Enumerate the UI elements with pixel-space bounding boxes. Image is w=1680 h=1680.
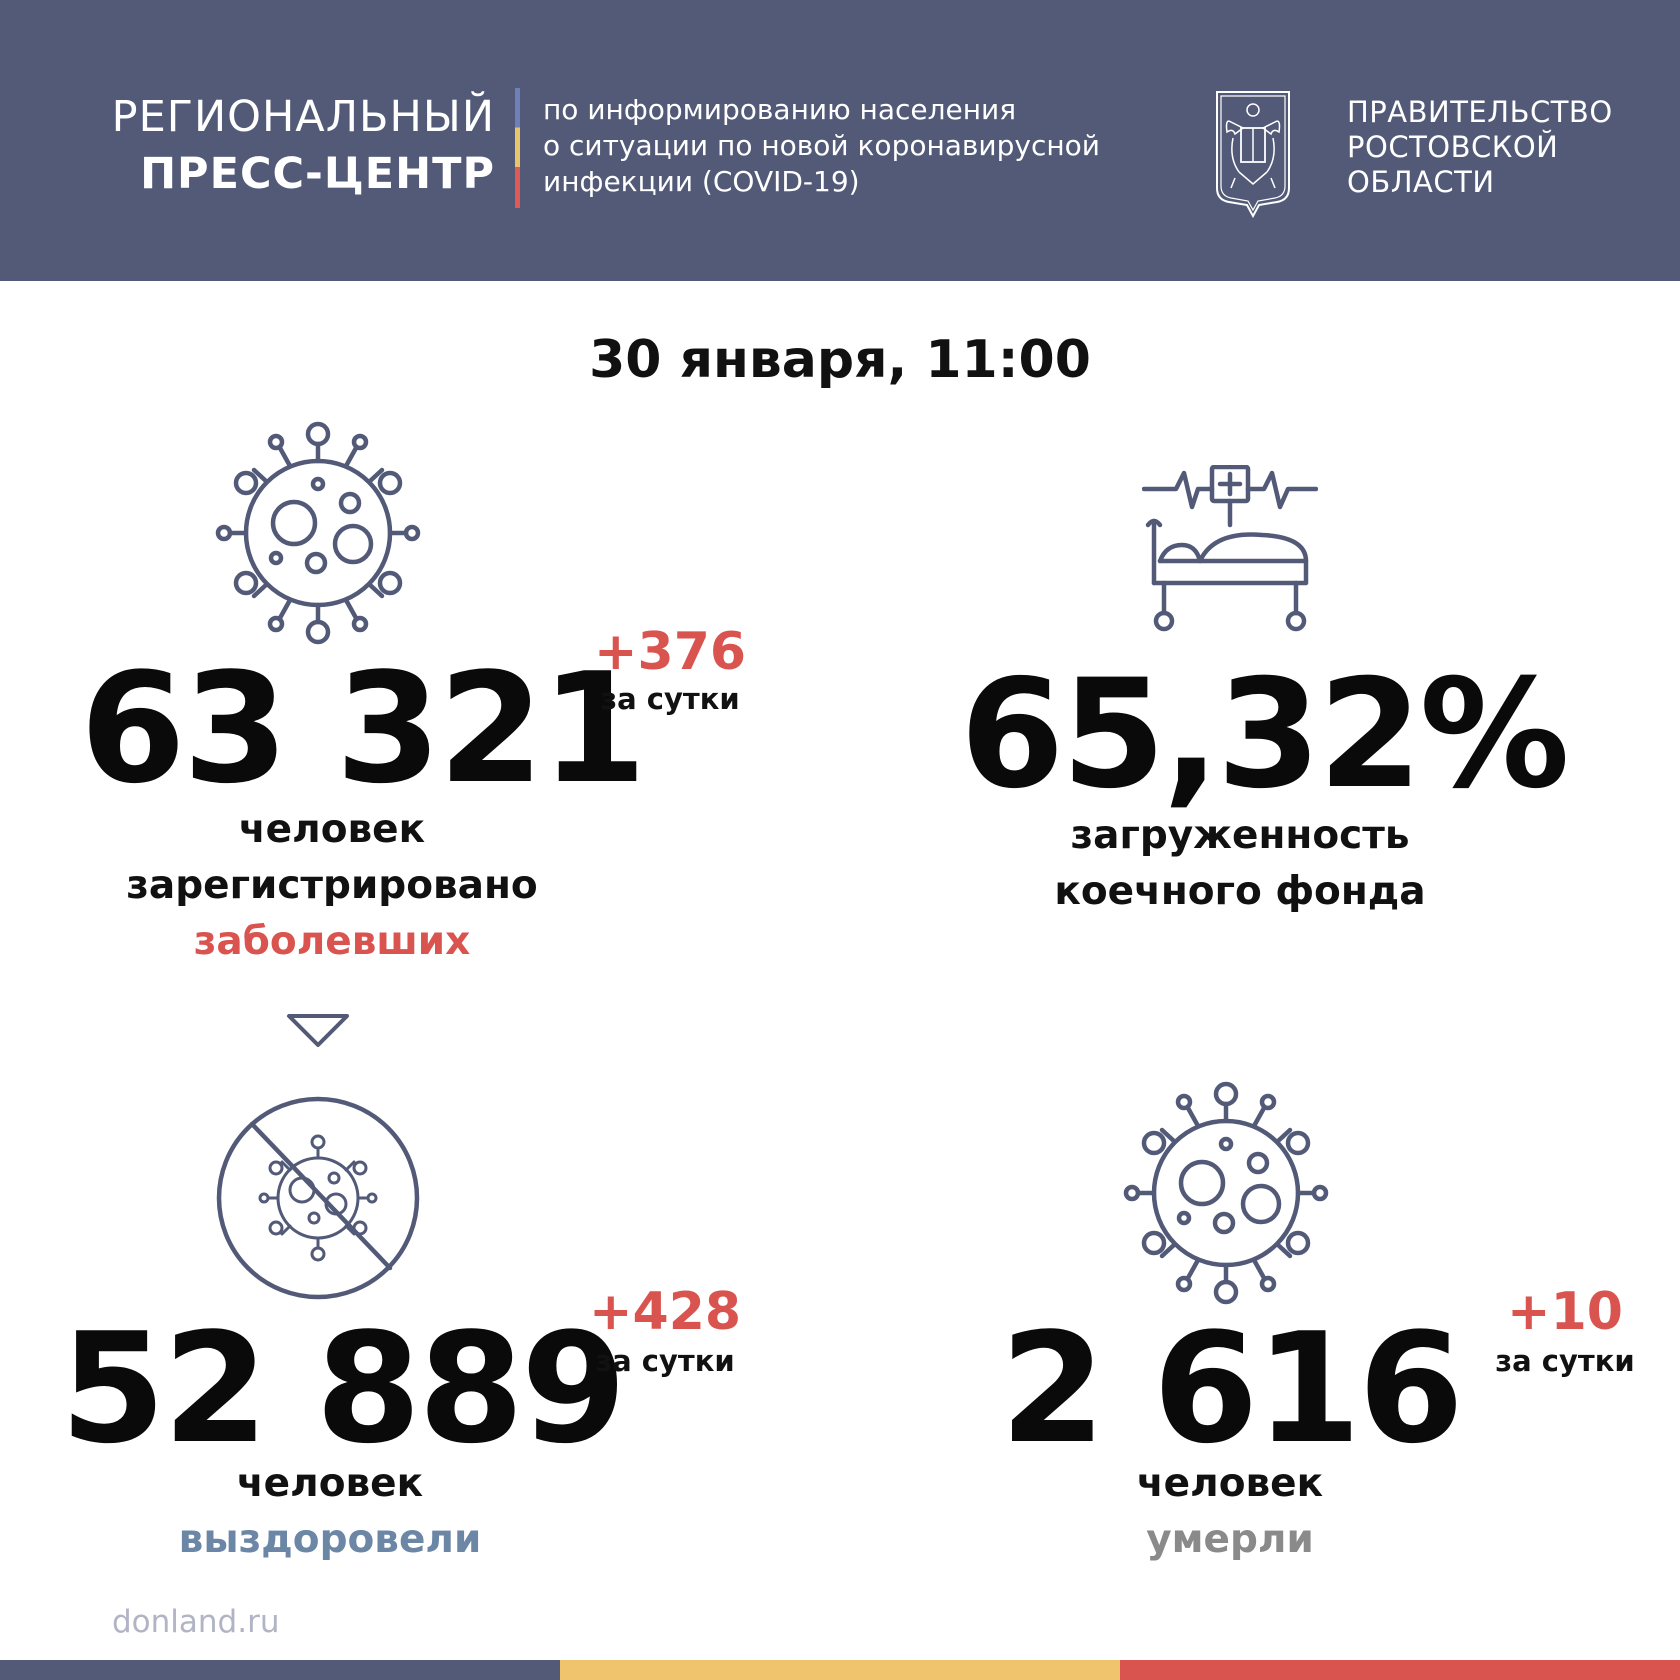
deaths-delta: +10 [1507,1282,1623,1342]
cases-label-line: зарегистрировано [126,863,538,908]
cases-per-day: за сутки [600,682,740,716]
cases-delta: +376 [593,622,747,682]
bed-occupancy-label: загруженность коечного фонда [980,808,1500,920]
header-description-line: инфекции (COVID-19) [543,165,860,198]
government-name-line: ПРАВИТЕЛЬСТВО [1347,95,1613,129]
recovered-delta: +428 [588,1282,742,1342]
deaths-label-line: человек [1136,1461,1324,1506]
recovered-label: человек выздоровели [100,1456,560,1568]
footer-stripe-yellow [560,1660,1120,1680]
deaths-label: человек умерли [1000,1456,1460,1568]
hospital-bed-icon [1142,465,1318,632]
recovered-label-highlight: выздоровели [178,1517,482,1562]
footer-stripe-red [1120,1660,1680,1680]
report-date: 30 января, 11:00 [589,330,1091,390]
government-name-line: ОБЛАСТИ [1347,165,1495,199]
cases-label-highlight: заболевших [193,919,471,964]
deaths-per-day: за сутки [1495,1344,1635,1378]
virus-icon [1123,1081,1329,1305]
header-description-line: о ситуации по новой коронавирусной [543,129,1101,162]
cases-label-line: человек [238,807,426,852]
bed-occupancy-label-line: коечного фонда [1054,869,1426,914]
bed-occupancy-value: 65,32% [960,648,1570,822]
recovered-total: 52 889 [60,1300,627,1477]
recovered-label-line: человек [236,1461,424,1506]
recovered-per-day: за сутки [595,1344,735,1378]
government-name: ПРАВИТЕЛЬСТВО РОСТОВСКОЙ ОБЛАСТИ [1347,95,1647,200]
header-bar: РЕГИОНАЛЬНЫЙ ПРЕСС-ЦЕНТР по информирован… [0,0,1680,281]
header-description: по информированию населения о ситуации п… [543,92,1143,200]
bed-occupancy-label-line: загруженность [1070,813,1410,858]
virus-crossed-icon [216,1096,420,1300]
brand-title-line1: РЕГИОНАЛЬНЫЙ [111,92,495,142]
arrow-down-icon [287,1014,349,1047]
virus-icon [215,421,421,645]
footer-site-link[interactable]: donland.ru [112,1604,280,1640]
brand-divider [515,88,520,208]
cases-label: человек зарегистрировано заболевших [60,802,604,970]
brand-title-line2: ПРЕСС-ЦЕНТР [140,149,495,199]
coat-of-arms-icon [1216,91,1290,218]
header-description-line: по информированию населения [543,93,1017,126]
government-name-line: РОСТОВСКОЙ [1347,130,1559,164]
deaths-total: 2 616 [1000,1300,1464,1477]
deaths-label-highlight: умерли [1146,1517,1314,1562]
footer-stripe-blue [0,1660,560,1680]
cases-total: 63 321 [80,640,647,817]
